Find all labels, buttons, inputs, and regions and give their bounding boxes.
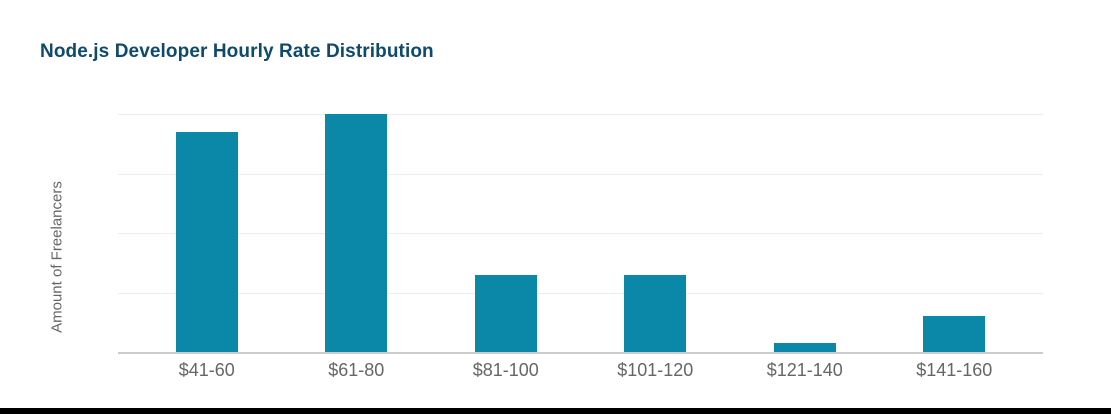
bar-81-100[interactable]	[474, 274, 537, 352]
bar-61-80[interactable]	[325, 114, 388, 352]
plot-area	[118, 114, 1043, 354]
bar-121-140[interactable]	[773, 343, 836, 352]
bar-slot	[581, 114, 731, 352]
x-tick-label: $41-60	[178, 360, 235, 380]
bars-container	[118, 114, 1043, 352]
bar-101-120[interactable]	[624, 274, 687, 352]
bar-slot	[730, 114, 880, 352]
gridline	[118, 233, 1043, 234]
bar-41-60[interactable]	[175, 131, 238, 352]
x-tick-label: $101-120	[617, 360, 694, 380]
bar-slot	[880, 114, 1030, 352]
x-axis-labels: $41-60 $61-80 $81-100 $101-120 $121-140 …	[118, 360, 1043, 381]
gridline	[118, 292, 1043, 294]
x-tick-label: $61-80	[328, 360, 385, 380]
chart-title: Node.js Developer Hourly Rate Distributi…	[40, 41, 434, 62]
x-tick-label: $81-100	[472, 360, 539, 380]
bar-141-160[interactable]	[923, 316, 986, 352]
gridline	[118, 114, 1043, 115]
x-tick-label: $121-140	[766, 360, 843, 380]
bar-slot	[132, 114, 282, 352]
gridline	[118, 173, 1043, 175]
bottom-black-bar	[0, 408, 1111, 414]
y-axis-label: Amount of Freelancers	[48, 181, 66, 333]
bar-slot	[431, 114, 581, 352]
x-tick-label: $141-160	[916, 360, 993, 380]
bar-slot	[282, 114, 432, 352]
